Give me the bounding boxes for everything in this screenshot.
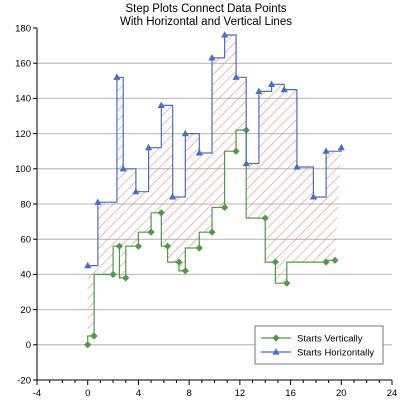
data-point-diamond [109,270,117,278]
data-point-diamond [175,258,183,266]
x-tick-label: 12 [235,388,246,399]
hatched-fill [87,35,342,345]
data-point-triangle [242,159,250,167]
data-point-triangle [195,149,203,156]
data-point-diamond [134,242,143,250]
data-point-diamond [147,228,155,236]
data-point-triangle [181,129,189,137]
data-point-triangle [322,147,330,154]
data-point-triangle [144,143,153,151]
legend-marker-diamond [272,334,280,342]
data-point-triangle [208,54,216,61]
data-point-diamond [331,256,339,264]
data-point-triangle [119,165,127,172]
y-tick-label: 0 [26,340,31,351]
data-point-triangle [132,187,140,195]
axes: -20 0 20 40 60 80 100 120 140 160 180 -4 0 4 8 12 16 20 24 [15,23,397,399]
y-tick-label: -20 [17,375,31,386]
data-point-triangle [94,198,102,205]
legend-box [254,325,384,365]
data-point-triangle [232,73,240,80]
data-point-diamond [122,274,130,282]
y-tick-label: 160 [15,59,31,70]
series-layer [84,31,345,349]
data-point-diamond [322,258,330,266]
data-point-triangle [113,73,121,80]
data-point-diamond [163,242,172,250]
legend-marker-triangle [272,348,280,355]
y-tick-label: 180 [15,23,31,34]
data-point-diamond [181,267,189,275]
data-point-triangle [337,143,345,151]
data-point-triangle [255,87,263,94]
data-point-triangle [309,193,317,200]
y-tick-label: 100 [15,164,31,175]
data-point-triangle [293,163,301,170]
x-tick-label: 16 [285,388,296,399]
data-point-triangle [221,31,229,38]
y-tick-label: 120 [15,129,31,140]
data-point-diamond [208,228,216,236]
data-point-triangle [267,80,276,87]
data-point-triangle [280,85,288,93]
x-tick-label: -4 [33,388,41,399]
data-point-diamond [261,214,269,222]
x-tick-label: 8 [186,388,191,399]
x-tick-label: 20 [336,388,347,399]
data-point-diamond [90,332,98,340]
chart-title: Step Plots Connect Data Points [125,3,286,15]
data-point-diamond [221,203,229,212]
data-point-diamond [157,209,165,217]
x-tick-label: 4 [136,388,141,399]
legend: Starts Vertically Starts Horizontally [254,325,384,365]
data-point-diamond [283,279,291,287]
data-point-triangle [169,193,177,200]
y-tick-label: 80 [20,199,31,210]
data-point-diamond [271,258,279,266]
data-point-diamond [115,242,124,250]
y-tick-label: 20 [20,305,31,316]
chart-subtitle: With Horizontal and Vertical Lines [120,16,292,28]
data-point-triangle [157,101,165,109]
x-tick-label: 0 [85,388,90,399]
y-tick-label: 60 [20,235,31,246]
legend-label: Starts Horizontally [297,347,374,358]
fill-between-area [87,35,342,345]
data-point-diamond [232,147,240,155]
data-point-diamond [84,341,92,349]
legend-label: Starts Vertically [297,333,363,344]
y-tick-label: 140 [15,94,31,105]
x-tick-label: 24 [387,388,398,399]
data-point-triangle [84,261,92,269]
data-point-diamond [195,244,203,252]
y-tick-label: 40 [20,270,31,281]
